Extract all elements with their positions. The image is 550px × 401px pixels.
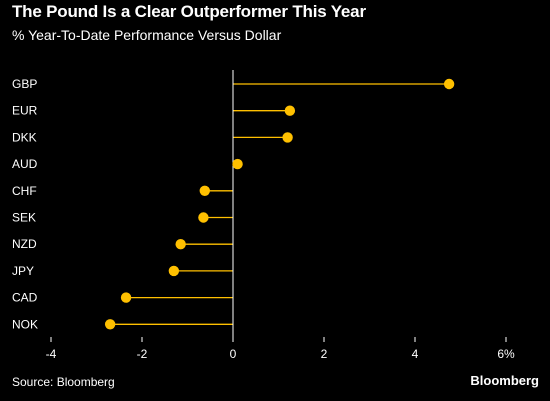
data-point-eur bbox=[284, 105, 296, 116]
x-tick-label: 6% bbox=[497, 347, 515, 361]
source-note: Source: Bloomberg bbox=[12, 375, 115, 389]
data-point-nok bbox=[104, 319, 116, 330]
data-point-cad bbox=[120, 292, 132, 303]
category-label-cad: CAD bbox=[12, 291, 38, 305]
category-label-gbp: GBP bbox=[12, 77, 37, 91]
category-label-chf: CHF bbox=[12, 184, 37, 198]
chart-title: The Pound Is a Clear Outperformer This Y… bbox=[12, 2, 366, 21]
category-label-aud: AUD bbox=[12, 157, 38, 171]
data-point-aud bbox=[232, 158, 243, 170]
data-point-chf bbox=[199, 185, 210, 196]
category-label-nok: NOK bbox=[12, 317, 38, 331]
bloomberg-logo: Bloomberg bbox=[470, 373, 539, 388]
category-label-jpy: JPY bbox=[12, 264, 34, 278]
data-point-gbp bbox=[443, 78, 455, 90]
x-tick-label: 0 bbox=[230, 347, 237, 361]
x-tick-label: 2 bbox=[321, 347, 328, 361]
category-label-dkk: DKK bbox=[12, 130, 37, 144]
category-label-nzd: NZD bbox=[12, 237, 37, 251]
data-point-nzd bbox=[175, 239, 186, 250]
x-tick-label: 4 bbox=[412, 347, 419, 361]
chart-subtitle: % Year-To-Date Performance Versus Dollar bbox=[12, 27, 282, 43]
data-point-dkk bbox=[282, 132, 293, 143]
category-label-sek: SEK bbox=[12, 211, 36, 225]
category-label-eur: EUR bbox=[12, 104, 38, 118]
x-tick-label: -2 bbox=[137, 347, 148, 361]
x-tick-label: -4 bbox=[46, 347, 57, 361]
data-point-sek bbox=[198, 212, 209, 223]
data-point-jpy bbox=[168, 265, 180, 277]
